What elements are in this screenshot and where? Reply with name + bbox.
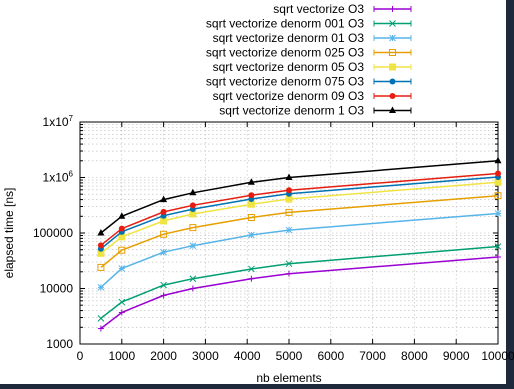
data-point (118, 298, 126, 306)
data-point (189, 202, 196, 209)
legend-entry: sqrt vectorize denorm 05 O3 (213, 60, 412, 74)
legend-entry: sqrt vectorize denorm 09 O3 (213, 89, 412, 103)
data-point (189, 242, 197, 250)
y-tick-label: 1000 (46, 337, 73, 351)
series-group (97, 156, 502, 332)
x-tick-label: 1000 (108, 349, 135, 363)
x-tick-label: 2000 (150, 349, 177, 363)
legend-label: sqrt vectorize denorm 001 O3 (206, 17, 364, 31)
legend-entry: sqrt vectorize denorm 01 O3 (213, 31, 412, 45)
x-tick-label: 7000 (359, 349, 386, 363)
data-point (494, 192, 502, 200)
legend-label: sqrt vectorize denorm 1 O3 (219, 104, 364, 118)
legend-label: sqrt vectorize denorm 05 O3 (213, 60, 365, 74)
legend-entry: sqrt vectorize denorm 1 O3 (219, 104, 412, 118)
legend-entry: sqrt vectorize denorm 001 O3 (206, 17, 412, 31)
data-point (495, 170, 501, 177)
x-tick-label: 4000 (234, 349, 261, 363)
x-tick-label: 10000 (481, 349, 514, 363)
data-point (389, 78, 396, 85)
series-4 (97, 192, 502, 271)
axis-ticks: 0 1000 2000 3000 4000 5000 6000 7000 8000 9000 100… (33, 114, 514, 363)
data-point (285, 226, 293, 234)
data-point (389, 20, 396, 27)
series-5 (97, 178, 502, 257)
data-point (97, 314, 105, 322)
series-3 (97, 210, 502, 291)
x-tick-label: 8000 (401, 349, 428, 363)
data-point (118, 212, 126, 219)
data-point (160, 230, 168, 238)
data-point (389, 106, 396, 113)
legend-label: sqrt vectorize denorm 075 O3 (206, 75, 364, 89)
data-point (118, 225, 125, 232)
series-2 (97, 243, 502, 322)
series-7 (97, 170, 501, 249)
data-point (160, 248, 167, 256)
data-point (285, 195, 293, 203)
legend-entry: sqrt vectorize denorm 075 O3 (206, 75, 412, 89)
y-tick-label: 10000 (40, 282, 74, 296)
data-point (248, 265, 255, 273)
x-axis-label: nb elements (256, 371, 321, 384)
data-point (118, 265, 126, 272)
data-point (160, 217, 168, 225)
series-1 (97, 253, 501, 332)
x-tick-label: 3000 (192, 349, 219, 363)
legend-label: sqrt vectorize denorm 025 O3 (206, 46, 364, 60)
data-point (248, 192, 255, 199)
data-point (389, 34, 396, 42)
data-point (160, 281, 167, 289)
plot-panel (0, 0, 506, 384)
y-axis-label: elapsed time [ns] (2, 188, 16, 279)
data-point (286, 187, 292, 194)
x-tick-label: 9000 (443, 349, 470, 363)
data-point (494, 210, 502, 217)
series-8 (97, 156, 502, 236)
data-point (389, 63, 396, 71)
legend-entry: sqrt vectorize O3 (273, 2, 412, 16)
data-point (247, 214, 255, 222)
x-tick-label: 6000 (317, 349, 344, 363)
y-tick-label: 100000 (33, 226, 73, 240)
data-point (118, 246, 126, 254)
data-point (97, 263, 105, 271)
data-point (97, 242, 104, 249)
y-tick-label: 1x106 (43, 170, 74, 185)
data-point (247, 200, 255, 208)
legend-label: sqrt vectorize denorm 01 O3 (213, 31, 365, 45)
data-point (160, 195, 168, 203)
data-point (389, 49, 396, 56)
y-tick-label: 1x107 (43, 114, 74, 129)
data-point (160, 208, 167, 215)
data-point (97, 229, 105, 236)
data-point (494, 156, 502, 164)
x-tick-label: 0 (77, 349, 84, 363)
data-point (285, 208, 293, 216)
data-point (248, 231, 255, 239)
data-point (189, 224, 197, 232)
data-point (494, 178, 502, 186)
series-line (100, 194, 499, 268)
data-point (247, 178, 255, 185)
data-point (285, 260, 293, 268)
data-point (389, 93, 396, 99)
legend-label: sqrt vectorize O3 (273, 2, 364, 16)
data-point (285, 173, 293, 180)
legend-entry: sqrt vectorize denorm 025 O3 (206, 46, 412, 60)
data-point (494, 243, 502, 250)
legend-label: sqrt vectorize denorm 09 O3 (213, 89, 365, 103)
data-point (189, 275, 197, 283)
x-tick-label: 5000 (276, 349, 303, 363)
grid-lines (80, 122, 498, 344)
data-point (189, 188, 197, 196)
data-point (97, 283, 105, 291)
